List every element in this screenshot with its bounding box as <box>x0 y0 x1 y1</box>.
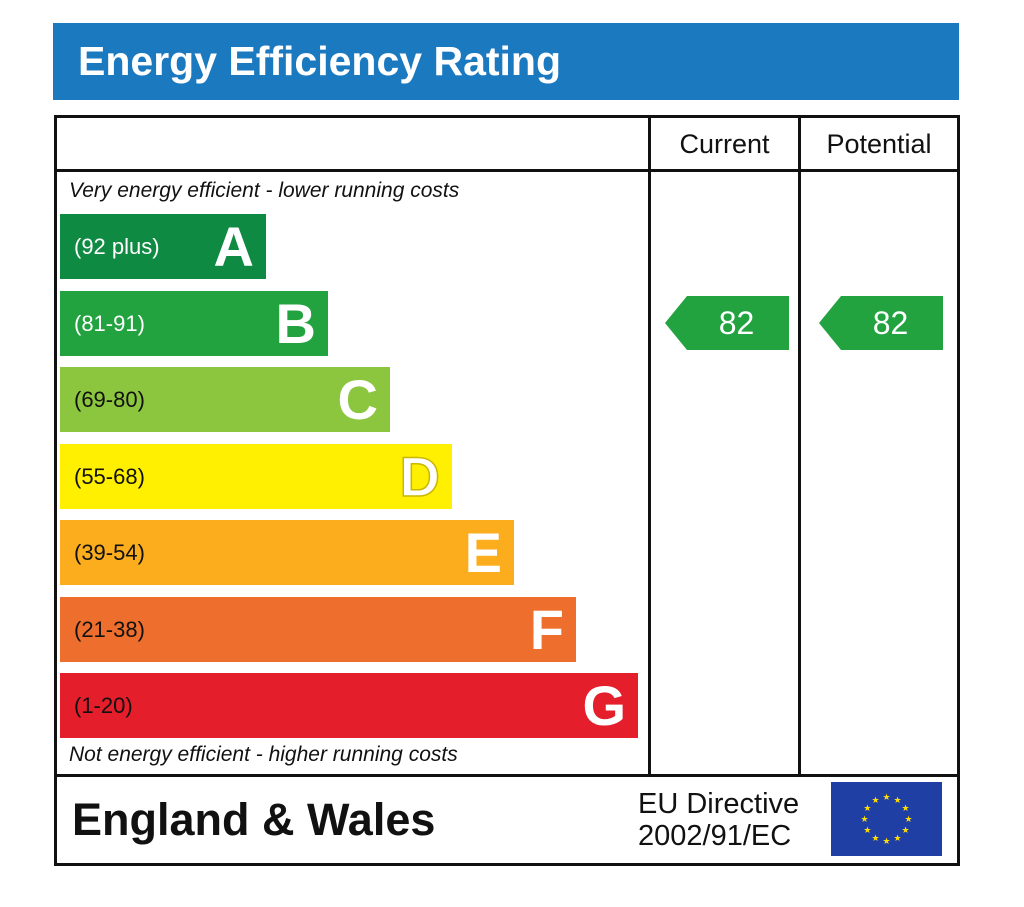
potential-rating-arrow-value: 82 <box>872 304 909 341</box>
band-d: (55-68) D <box>60 443 452 509</box>
flag-star: ★ <box>863 804 871 814</box>
flag-star: ★ <box>882 793 890 803</box>
band-range-label: (81-91) <box>74 310 145 336</box>
bottom-note: Not energy efficient - higher running co… <box>69 743 458 766</box>
band-letter: A <box>213 215 254 278</box>
band-range-label: (39-54) <box>74 540 145 565</box>
band-f: (21-38) F <box>60 596 576 662</box>
band-letter: C <box>337 368 378 431</box>
band-range-label: (69-80) <box>74 387 145 412</box>
flag-star: ★ <box>893 834 901 844</box>
title-bar: Energy Efficiency Rating <box>53 23 959 100</box>
eu-flag-icon: ★ ★ ★ ★ ★ ★ ★ ★ ★ ★ ★ ★ <box>831 782 942 856</box>
flag-star: ★ <box>871 834 879 844</box>
directive-line-2: 2002/91/EC <box>638 820 792 852</box>
band-letter: F <box>529 597 564 661</box>
top-note: Very energy efficient - lower running co… <box>69 179 460 202</box>
current-column-header: Current <box>679 129 770 159</box>
footer-divider <box>57 774 957 777</box>
header-divider <box>57 169 957 172</box>
flag-star: ★ <box>893 796 901 806</box>
potential-rating-arrow-shape <box>819 295 943 350</box>
band-range-label: (55-68) <box>74 463 145 489</box>
band-c: (69-80) C <box>60 367 390 432</box>
band-range-label: (92 plus) <box>74 234 160 259</box>
directive-line-1: EU Directive <box>638 788 800 820</box>
chart-title: Energy Efficiency Rating <box>78 38 562 84</box>
potential-rating-arrow: 82 <box>819 295 943 350</box>
band-letter: D <box>399 444 441 509</box>
flag-star: ★ <box>904 815 912 825</box>
band-letter: E <box>464 521 502 584</box>
current-rating-arrow-value: 82 <box>718 304 755 341</box>
band-range-label: (1-20) <box>74 693 133 718</box>
band-g: (1-20) G <box>60 673 638 738</box>
eu-directive: EU Directive 2002/91/EC <box>638 788 799 852</box>
band-b: (81-91) B <box>60 290 328 356</box>
flag-star: ★ <box>860 815 868 825</box>
flag-star: ★ <box>871 796 879 806</box>
region-label: England & Wales <box>72 794 436 845</box>
band-e: (39-54) E <box>60 520 514 585</box>
current-rating-arrow: 82 <box>665 295 789 350</box>
flag-star: ★ <box>882 837 890 847</box>
band-range-label: (21-38) <box>74 616 145 642</box>
potential-column-header: Potential <box>826 129 932 159</box>
flag-star: ★ <box>902 826 910 836</box>
rating-table: Current Potential Very energy efficient … <box>54 115 960 866</box>
column-divider-current <box>648 118 651 774</box>
band-letter: G <box>582 674 626 737</box>
flag-star: ★ <box>863 826 871 836</box>
current-rating-arrow-shape <box>665 295 789 350</box>
column-divider-potential <box>798 118 801 774</box>
band-a: (92 plus) A <box>60 214 266 279</box>
band-letter: B <box>275 291 316 355</box>
flag-star: ★ <box>902 804 910 814</box>
